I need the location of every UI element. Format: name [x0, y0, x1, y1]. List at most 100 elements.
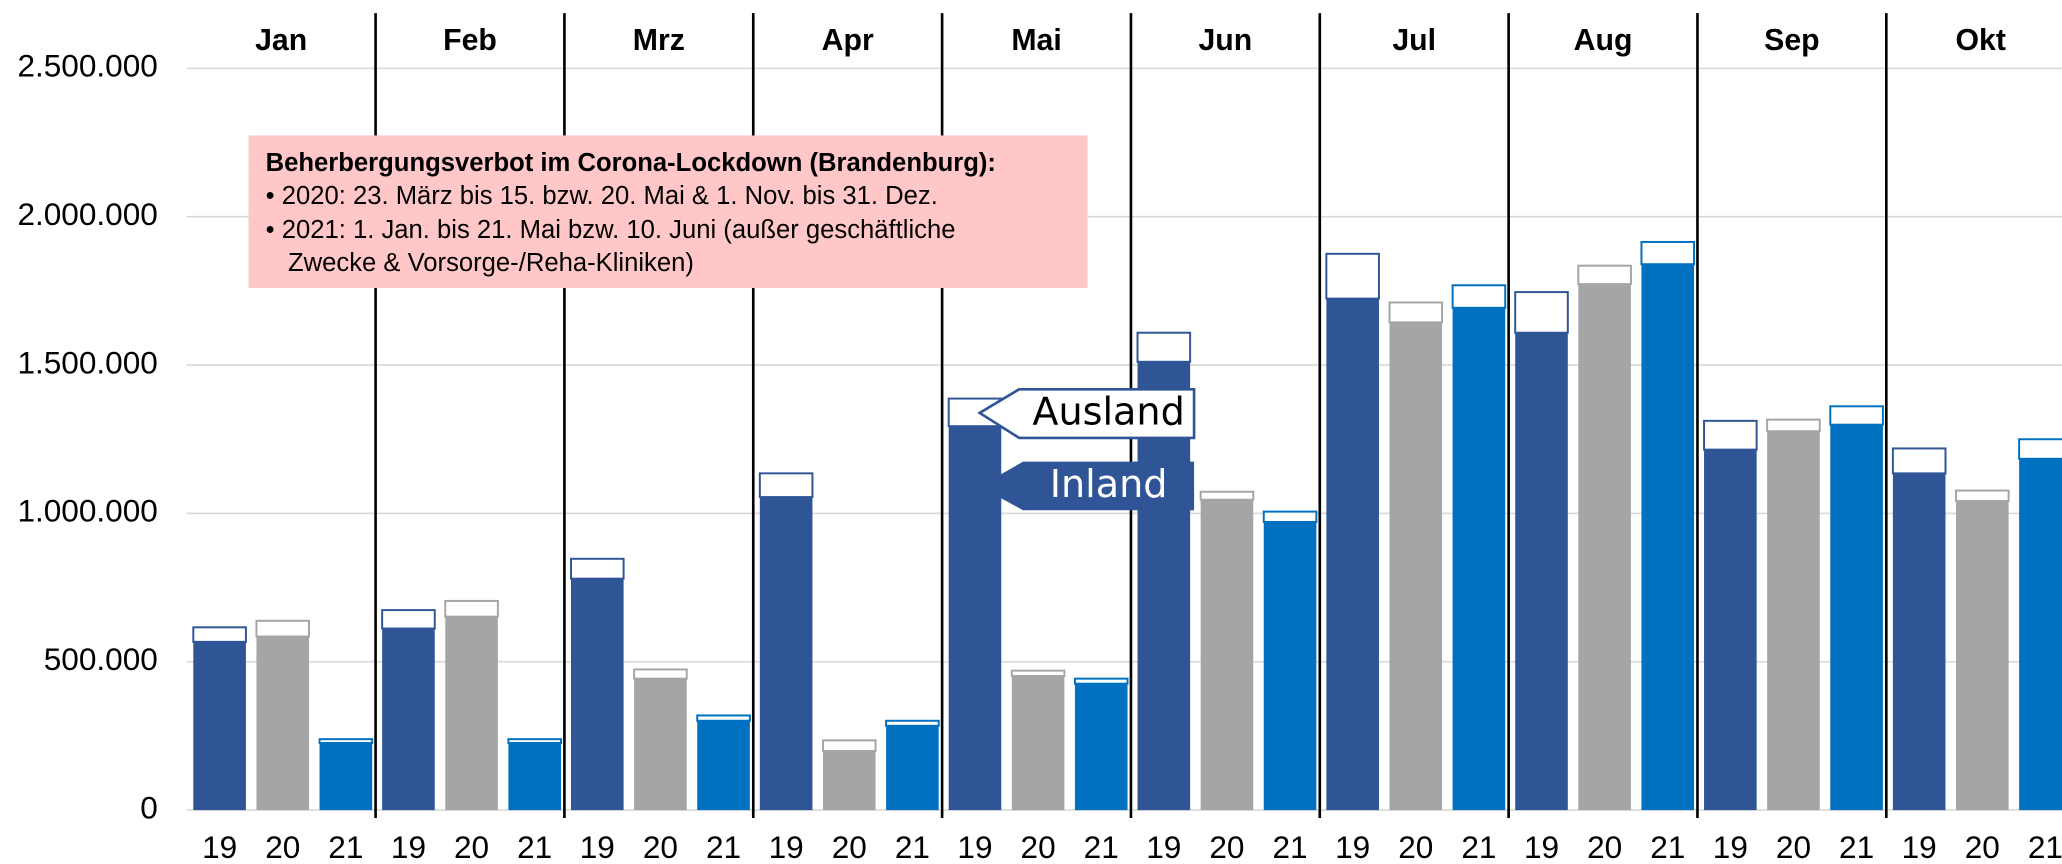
bar-segment	[1199, 490, 1255, 501]
bar-segment	[1388, 301, 1444, 324]
bar-segment	[1389, 322, 1443, 811]
bar-segment	[570, 557, 625, 580]
legend-swatch	[979, 461, 1195, 511]
y-tick-label: 1.500.000	[17, 344, 157, 380]
bar-segment	[570, 578, 624, 811]
bar-segment	[633, 668, 688, 680]
legend: Ausland Inland	[977, 387, 1196, 511]
bar-segment	[1325, 252, 1380, 300]
bar-segment	[2018, 438, 2062, 460]
y-tick-label: 2.000.000	[17, 196, 157, 232]
bar-segment	[1073, 677, 1129, 685]
bar-segment	[1704, 449, 1757, 811]
month-label: Feb	[443, 24, 497, 57]
bar-segment	[1200, 499, 1254, 811]
x-tick-label: 21	[1461, 829, 1496, 864]
bar-segment	[444, 599, 499, 618]
x-tick-label: 20	[265, 829, 300, 864]
bar-segment	[885, 719, 940, 727]
annotation-line: Zwecke & Vorsorge-/Reha-Kliniken)	[288, 249, 694, 277]
bar-segment	[822, 751, 876, 811]
x-tick-label: 20	[1965, 829, 2000, 864]
x-tick-label: 21	[517, 829, 552, 864]
bar-segment	[382, 628, 435, 811]
x-tick-label: 20	[1209, 829, 1244, 864]
x-tick-label: 20	[1021, 829, 1056, 864]
bar-segment	[1767, 431, 1820, 811]
x-tick-label: 21	[1273, 829, 1308, 864]
bar-segment	[1011, 675, 1065, 811]
legend-label: Ausland	[1032, 390, 1184, 434]
x-tick-label: 20	[643, 829, 678, 864]
labels: 0 500.000 1.000.000 1.500.000 2.000.000 2.500…	[17, 13, 2062, 864]
x-tick-label: 19	[1902, 829, 1937, 864]
month-label: Mai	[1011, 24, 1061, 57]
bar-segment	[1578, 284, 1631, 811]
bar-segment	[1956, 500, 2009, 811]
annotation: Beherbergungsverbot im Corona-Lockdown (…	[248, 135, 1088, 289]
annotation-title: Beherbergungsverbot im Corona-Lockdown (…	[266, 149, 996, 177]
month-label: Jun	[1198, 24, 1252, 57]
bar-segment	[1136, 331, 1192, 363]
bar-segment	[1830, 424, 1883, 811]
month-label: Sep	[1764, 24, 1819, 57]
bar-segment	[2019, 458, 2062, 811]
x-tick-label: 20	[1587, 829, 1622, 864]
bar-segment	[508, 743, 562, 811]
bar-segment	[381, 609, 436, 630]
bar-segment	[1766, 418, 1821, 433]
bars	[192, 240, 2062, 811]
legend-label: Inland	[1050, 462, 1168, 506]
bar-segment	[1326, 298, 1379, 811]
bar-segment	[256, 636, 310, 811]
legend-swatch	[977, 387, 1196, 440]
x-tick-label: 19	[1335, 829, 1370, 864]
x-tick-label: 20	[1776, 829, 1811, 864]
y-tick-label: 1.000.000	[17, 493, 157, 529]
month-label: Jul	[1392, 24, 1436, 57]
bar-segment	[697, 720, 750, 811]
bar-segment	[1074, 683, 1128, 811]
x-tick-label: 19	[1713, 829, 1748, 864]
bar-segment	[1010, 669, 1066, 677]
bar-segment	[758, 472, 814, 499]
month-label: Aug	[1574, 24, 1633, 57]
bar-segment	[1262, 510, 1318, 523]
bar-segment	[1577, 264, 1632, 286]
annotation-box	[248, 135, 1088, 289]
bar-segment	[445, 616, 498, 811]
bar-segment	[634, 678, 687, 811]
x-tick-label: 20	[832, 829, 867, 864]
bar-segment	[1451, 284, 1507, 309]
month-label: Okt	[1956, 24, 2006, 57]
x-tick-label: 21	[2028, 829, 2062, 864]
bar-segment	[1640, 240, 1696, 266]
bar-segment	[1263, 522, 1317, 811]
month-label: Jan	[255, 24, 307, 57]
x-tick-label: 19	[202, 829, 237, 864]
bar-segment	[1641, 264, 1695, 811]
x-tick-label: 21	[895, 829, 930, 864]
x-tick-label: 19	[1146, 829, 1181, 864]
bar-segment	[1829, 405, 1884, 426]
month-label: Apr	[822, 24, 874, 57]
x-tick-label: 20	[1398, 829, 1433, 864]
bar-segment	[821, 739, 877, 753]
x-tick-label: 19	[580, 829, 615, 864]
bar-segment	[1515, 332, 1568, 811]
bar-segment	[759, 497, 813, 811]
bar-segment	[255, 619, 311, 638]
bar-segment	[318, 738, 374, 745]
x-tick-label: 21	[328, 829, 363, 864]
bar-segment	[1892, 473, 1946, 811]
x-tick-label: 19	[1524, 829, 1559, 864]
bar-segment	[1703, 419, 1758, 451]
x-tick-label: 21	[1839, 829, 1874, 864]
bar-segment	[1955, 489, 2010, 502]
x-tick-label: 21	[1650, 829, 1685, 864]
x-tick-label: 20	[454, 829, 489, 864]
annotation-line: • 2021: 1. Jan. bis 21. Mai bzw. 10. Jun…	[266, 216, 956, 244]
month-label: Mrz	[633, 24, 685, 57]
x-tick-label: 21	[706, 829, 741, 864]
